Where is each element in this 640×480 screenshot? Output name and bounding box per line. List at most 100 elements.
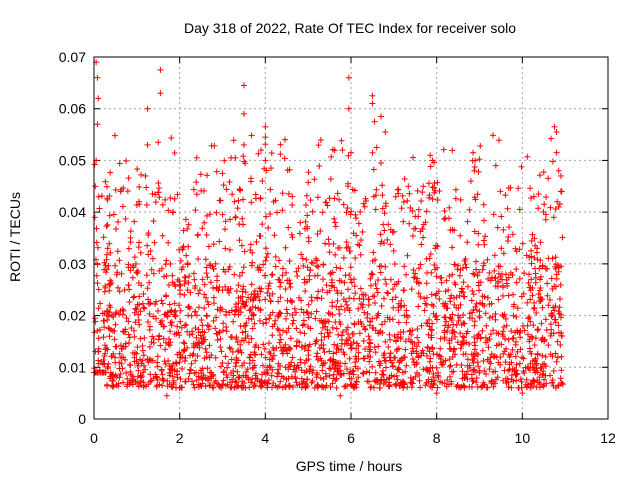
data-point	[467, 178, 474, 185]
data-point	[149, 255, 156, 262]
data-point	[134, 362, 141, 369]
data-point	[193, 179, 200, 186]
data-point	[497, 188, 504, 195]
data-point	[537, 285, 544, 292]
data-point	[232, 214, 239, 221]
data-point	[240, 286, 247, 293]
data-point	[409, 207, 416, 214]
data-point	[259, 380, 266, 387]
data-point	[557, 281, 564, 288]
data-point	[371, 300, 378, 307]
data-point	[346, 272, 353, 279]
data-point	[136, 183, 143, 190]
data-point	[171, 195, 178, 202]
data-point	[229, 191, 236, 198]
data-point	[432, 266, 439, 273]
data-point	[418, 241, 425, 248]
data-point	[470, 270, 477, 277]
data-point	[387, 241, 394, 248]
data-point	[309, 378, 316, 385]
data-point	[262, 257, 269, 264]
data-point	[434, 196, 441, 203]
data-point	[368, 383, 375, 390]
data-point	[273, 345, 280, 352]
data-point	[305, 314, 312, 321]
data-point	[462, 255, 469, 262]
data-point	[373, 285, 380, 292]
data-point	[311, 272, 318, 279]
data-point	[144, 242, 151, 249]
data-point	[453, 294, 460, 301]
data-point	[547, 321, 554, 328]
data-point	[94, 121, 101, 128]
data-point	[129, 377, 136, 384]
data-point	[192, 282, 199, 289]
data-point	[361, 309, 368, 316]
data-point	[249, 357, 256, 364]
data-point	[449, 147, 456, 154]
data-point	[558, 367, 565, 374]
data-point	[409, 355, 416, 362]
data-point	[169, 272, 176, 279]
data-point	[209, 263, 216, 270]
data-point	[172, 283, 179, 290]
data-point	[557, 314, 564, 321]
data-point	[460, 279, 467, 286]
points-layer	[91, 59, 566, 399]
data-point	[519, 240, 526, 247]
data-point	[98, 192, 105, 199]
data-point	[241, 248, 248, 255]
data-point	[285, 344, 292, 351]
data-point	[372, 281, 379, 288]
data-point	[535, 326, 542, 333]
data-point	[541, 376, 548, 383]
data-point	[418, 352, 425, 359]
data-point	[262, 316, 269, 323]
data-point	[442, 300, 449, 307]
data-point	[482, 339, 489, 346]
data-point	[262, 296, 269, 303]
data-point	[301, 369, 308, 376]
data-point	[180, 348, 187, 355]
data-point	[528, 333, 535, 340]
data-point	[424, 344, 431, 351]
data-point	[426, 358, 433, 365]
data-point	[513, 279, 520, 286]
data-point	[269, 271, 276, 278]
data-point	[121, 286, 128, 293]
data-point	[428, 269, 435, 276]
data-point	[163, 392, 170, 399]
data-point	[357, 251, 364, 258]
data-point	[293, 268, 300, 275]
data-point	[142, 172, 149, 179]
data-point	[245, 339, 252, 346]
data-point	[540, 169, 547, 176]
data-point	[344, 383, 351, 390]
data-point	[189, 352, 196, 359]
data-point	[277, 336, 284, 343]
data-point	[304, 383, 311, 390]
data-point	[191, 276, 198, 283]
data-point	[181, 322, 188, 329]
data-point	[234, 368, 241, 375]
data-point	[266, 349, 273, 356]
data-point	[526, 338, 533, 345]
data-point	[144, 285, 151, 292]
data-point	[493, 376, 500, 383]
data-point	[463, 371, 470, 378]
data-point	[444, 376, 451, 383]
data-point	[387, 276, 394, 283]
data-point	[323, 382, 330, 389]
data-point	[275, 298, 282, 305]
data-point	[179, 365, 186, 372]
data-point	[446, 314, 453, 321]
data-point	[500, 333, 507, 340]
data-point	[355, 342, 362, 349]
data-point	[377, 240, 384, 247]
data-point	[159, 232, 166, 239]
data-point	[552, 319, 559, 326]
data-point	[107, 375, 114, 382]
data-point	[343, 301, 350, 308]
data-point	[459, 368, 466, 375]
data-point	[126, 286, 133, 293]
